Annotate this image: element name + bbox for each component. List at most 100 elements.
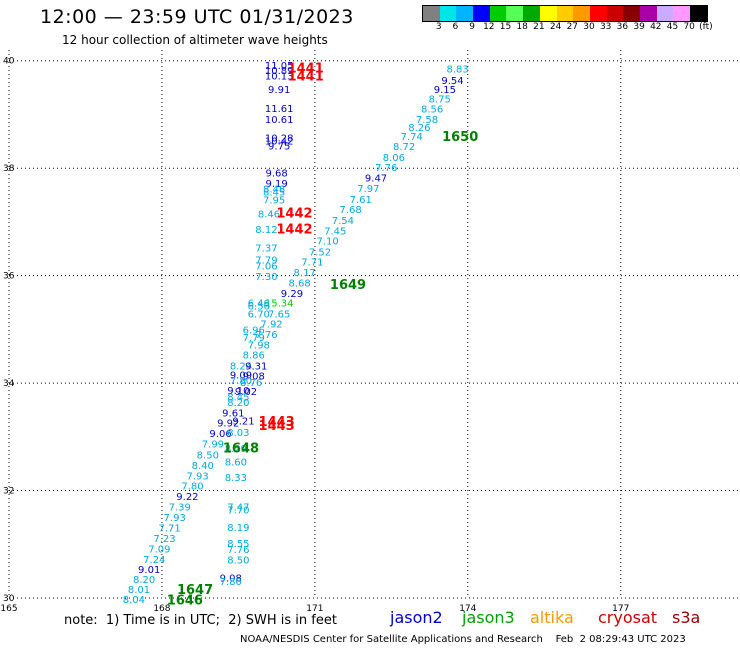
wave-height-point: 7.92 (260, 319, 282, 330)
wave-height-point: 7.61 (350, 195, 372, 206)
x-tick-label: 171 (306, 604, 323, 614)
satellite-s3a: s3a (672, 608, 701, 627)
legend-label: 3 (435, 22, 442, 32)
color-scale-legend (422, 5, 708, 22)
legend-label: 45 (666, 22, 679, 32)
y-tick-label: 34 (3, 379, 15, 389)
wave-height-point: 8.76 (240, 378, 262, 389)
wave-height-point: 8.17 (294, 268, 316, 279)
legend-label: 6 (452, 22, 459, 32)
satellite-cryosat: cryosat (598, 608, 658, 627)
legend-label: 21 (533, 22, 545, 32)
wave-height-point: 6.56 (248, 302, 270, 313)
wave-height-point: 9.54 (441, 76, 463, 87)
wave-height-point: 10.42 (265, 136, 294, 147)
wave-height-point: 8.01 (128, 585, 150, 596)
legend-swatch (606, 6, 624, 21)
wave-height-point: 8.72 (393, 142, 415, 153)
legend-label: 27 (566, 22, 579, 32)
legend-label: 12 (483, 22, 495, 32)
x-tick-label: 177 (612, 604, 629, 614)
wave-height-point: 7.76 (375, 163, 397, 174)
legend-swatch (589, 6, 607, 21)
wave-height-point: 7.30 (255, 272, 277, 283)
legend-label: 42 (650, 22, 662, 32)
wave-height-point: 7.47 (227, 503, 249, 514)
wave-height-point: 9.92 (217, 418, 239, 429)
legend-swatch (639, 6, 657, 21)
legend-label: 30 (583, 22, 595, 32)
satellite-jason3: jason3 (462, 608, 515, 627)
wave-height-point: 7.80 (230, 376, 252, 387)
wave-height-point: 9.47 (365, 173, 387, 184)
legend-swatch (556, 6, 574, 21)
legend-swatch (506, 6, 524, 21)
pass-number-label: 1646 (167, 594, 203, 609)
wave-height-point: 7.76 (255, 330, 277, 341)
pass-number-label: 1647 (177, 583, 213, 598)
wave-height-point: 9.22 (176, 492, 198, 503)
legend-swatch (423, 6, 440, 21)
y-tick-label: 32 (3, 487, 14, 497)
wave-height-point: 7.06 (255, 261, 277, 272)
wave-height-point: 7.93 (164, 513, 186, 524)
wave-height-point: 7.54 (332, 216, 354, 227)
wave-height-point: 7.37 (255, 244, 277, 255)
wave-height-point: 8.48 (263, 185, 285, 196)
wave-height-point: 11.05 (265, 61, 294, 72)
wave-height-point: 7.65 (268, 309, 290, 320)
wave-height-point: 8.86 (243, 351, 265, 362)
wave-height-point: 7.80 (181, 482, 203, 493)
wave-height-point: 7.71 (301, 258, 323, 269)
wave-height-point: 8.83 (446, 64, 468, 75)
x-tick-label: 174 (459, 604, 476, 614)
wave-height-point: 8.33 (225, 473, 247, 484)
wave-height-point: 7.98 (248, 340, 270, 351)
wave-height-point: 9.10 (227, 386, 249, 397)
y-tick-label: 40 (3, 57, 15, 67)
wave-height-point: 8.20 (227, 398, 249, 409)
wave-height-point: 7.39 (169, 503, 191, 514)
legend-label: 39 (633, 22, 645, 32)
wave-height-point: 7.74 (401, 132, 423, 143)
color-scale-labels: 3 6 9 12 15 18 21 24 27 30 33 36 39 42 45 70 (ft) (422, 22, 732, 34)
legend-label: 33 (599, 22, 612, 32)
wave-height-point: 8.29 (225, 444, 247, 455)
wave-height-point: 8.50 (197, 451, 219, 462)
wave-height-point: 8.19 (227, 523, 249, 534)
wave-height-point: 8.40 (192, 461, 214, 472)
wave-height-point: 9.31 (245, 361, 267, 372)
wave-height-point: 8.03 (227, 428, 249, 439)
wave-height-point: 10.28 (265, 134, 294, 145)
pass-number-label: 1442 (276, 206, 312, 221)
wave-height-point: 9.09 (230, 371, 252, 382)
wave-height-point: 9.29 (281, 289, 303, 300)
wave-height-point: 7.70 (227, 505, 249, 516)
legend-label: 24 (549, 22, 562, 32)
wave-height-point: 7.95 (263, 195, 285, 206)
wave-height-point: 7.45 (324, 227, 346, 238)
legend-swatch (573, 6, 590, 21)
pass-number-label: 1443 (259, 415, 295, 430)
legend-label: 15 (499, 22, 512, 32)
x-tick-label: 168 (153, 604, 170, 614)
wave-height-point: 8.04 (123, 595, 145, 606)
pass-number-label: 1650 (442, 130, 478, 145)
wave-height-point: 8.45 (227, 393, 249, 404)
legend-swatch (673, 6, 690, 21)
wave-height-point: 7.24 (143, 555, 165, 566)
units-note: note: 1) Time is in UTC; 2) SWH is in fe… (64, 613, 337, 628)
wave-height-point: 8.50 (227, 555, 249, 566)
wave-height-point: 7.10 (316, 237, 338, 248)
wave-height-point: 8.60 (225, 458, 247, 469)
wave-height-point: 9.08 (220, 574, 242, 585)
pass-number-label: 1443 (259, 419, 295, 434)
wave-height-point: 8.06 (383, 153, 405, 164)
wave-height-point: 8.24 (230, 361, 252, 372)
wave-height-point: 9.06 (209, 429, 231, 440)
wave-height-point: 8.55 (227, 539, 249, 550)
page-title: 12:00 — 23:59 UTC 01/31/2023 (40, 6, 354, 28)
pass-number-label: 1648 (223, 442, 259, 457)
legend-label: 70 (683, 22, 695, 32)
